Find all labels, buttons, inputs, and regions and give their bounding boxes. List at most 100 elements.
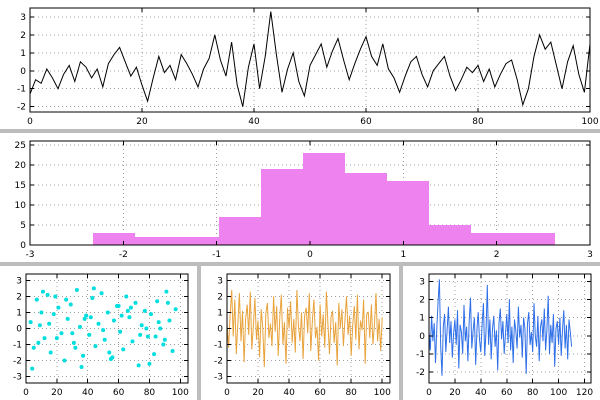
x-tick-label: 60 — [501, 388, 513, 398]
scatter-point — [147, 361, 152, 366]
y-tick-label: -1 — [214, 341, 223, 351]
scatter-point — [73, 345, 78, 350]
scatter-point — [152, 352, 157, 357]
y-tick-label: -3 — [214, 373, 223, 383]
x-tick-label: 40 — [475, 388, 487, 398]
histogram-bar — [513, 233, 555, 245]
scatter-point — [74, 288, 79, 293]
y-tick-label: 1 — [217, 308, 223, 318]
plot-border — [428, 273, 592, 384]
x-tick-label: 80 — [144, 388, 156, 398]
x-tick-label: 0 — [426, 388, 432, 398]
histogram-bar — [177, 237, 219, 245]
histogram-bar — [345, 173, 387, 245]
y-tick-label: 2 — [217, 292, 223, 302]
scatter-point — [145, 334, 150, 339]
x-tick-label: 120 — [576, 388, 593, 398]
panel-orange-noise-line-chart: 0 20 40 60 80 100 -3 -2 -1 0 1 2 3 — [201, 266, 399, 400]
scatter-point — [102, 337, 107, 342]
scatter-point — [40, 289, 45, 294]
x-tick-label: 80 — [345, 388, 357, 398]
scatter-point — [173, 307, 178, 312]
scatter-point — [28, 320, 33, 325]
scatter-point — [62, 358, 67, 363]
scatter-point — [71, 340, 76, 345]
scatter-point — [31, 345, 36, 350]
scatter-point — [93, 344, 98, 349]
histogram-bar — [93, 233, 135, 245]
series-line — [226, 289, 383, 368]
scatter-point — [155, 299, 160, 304]
histogram-bar — [303, 153, 345, 245]
y-tick-label: -1 — [416, 350, 425, 360]
scatter-point — [142, 308, 147, 313]
scatter-point — [121, 347, 126, 352]
histogram-chart-svg: -3 -2 -1 0 1 2 3 0 5 10 15 20 25 — [15, 140, 593, 260]
scatter-point — [156, 320, 161, 325]
histogram-bar — [471, 233, 513, 245]
scatter-point — [101, 328, 106, 333]
scatter-point — [148, 312, 153, 317]
scatter-point — [105, 310, 110, 315]
scatter-point — [110, 355, 115, 360]
x-tick-label: 3 — [587, 250, 593, 260]
x-tick-label: 80 — [472, 117, 484, 127]
x-tick-label: 1 — [400, 250, 406, 260]
y-tick-label: 20 — [15, 161, 27, 171]
x-tick-label: 100 — [581, 117, 598, 127]
y-tick-label: 1 — [16, 308, 22, 318]
panel-top-noise-line-chart: 0 20 40 60 80 100 -2 -1 0 1 2 3 — [0, 0, 600, 129]
scatter-point — [87, 332, 92, 337]
scatter-point — [42, 336, 47, 341]
y-tick-label: 1 — [20, 49, 26, 59]
y-tick-label: 0 — [419, 332, 425, 342]
x-tick-label: 0 — [307, 250, 313, 260]
scatter-point — [139, 323, 144, 328]
x-tick-label: 60 — [314, 388, 326, 398]
y-tick-label: 15 — [15, 181, 26, 191]
scatter-point — [128, 305, 133, 310]
y-tick-label: 2 — [20, 31, 26, 41]
scatter-point — [144, 326, 149, 331]
y-tick-label: -2 — [416, 368, 425, 378]
x-tick-label: 2 — [494, 250, 500, 260]
y-tick-label: 1 — [419, 314, 425, 324]
x-tick-label: 60 — [113, 388, 125, 398]
scatter-point — [82, 316, 87, 321]
scatter-point — [88, 315, 93, 320]
panel-histogram-chart: -3 -2 -1 0 1 2 3 0 5 10 15 20 25 — [0, 133, 600, 262]
x-tick-label: 0 — [23, 388, 29, 398]
plot-border — [29, 7, 591, 113]
scatter-point — [45, 292, 50, 297]
scatter-point — [167, 318, 172, 323]
scatter-point — [158, 326, 163, 331]
scatter-point — [133, 300, 138, 305]
scatter-point — [59, 331, 64, 336]
y-tick-label: -3 — [13, 373, 22, 383]
scatter-point — [130, 339, 135, 344]
scatter-point — [96, 321, 101, 326]
scatter-point — [68, 302, 73, 307]
scatter-point — [70, 331, 75, 336]
scatter-point — [79, 364, 84, 369]
y-tick-label: 10 — [15, 201, 27, 211]
scatter-point — [162, 337, 167, 342]
scatter-point — [164, 289, 169, 294]
orange-noise-line-chart-svg: 0 20 40 60 80 100 -3 -2 -1 0 1 2 3 — [214, 273, 391, 398]
x-tick-label: -1 — [212, 250, 221, 260]
scatter-point — [51, 312, 56, 317]
x-tick-label: 100 — [374, 388, 391, 398]
scatter-point — [84, 313, 89, 318]
x-tick-label: -3 — [26, 250, 35, 260]
y-tick-label: -1 — [17, 85, 26, 95]
scatter-point — [37, 323, 42, 328]
series-line — [428, 279, 573, 376]
scatter-chart-svg: 0 20 40 60 80 100 -3 -2 -1 0 1 2 3 — [13, 273, 189, 398]
x-tick-label: 40 — [248, 117, 260, 127]
x-tick-label: 100 — [172, 388, 189, 398]
histogram-bar — [219, 217, 261, 245]
histogram-bar — [387, 181, 429, 245]
scatter-point — [65, 316, 70, 321]
x-tick-label: 0 — [27, 117, 33, 127]
panel-blue-noise-line-chart: 0 20 40 60 80 100 120 -2 -1 0 1 2 3 — [403, 266, 600, 400]
